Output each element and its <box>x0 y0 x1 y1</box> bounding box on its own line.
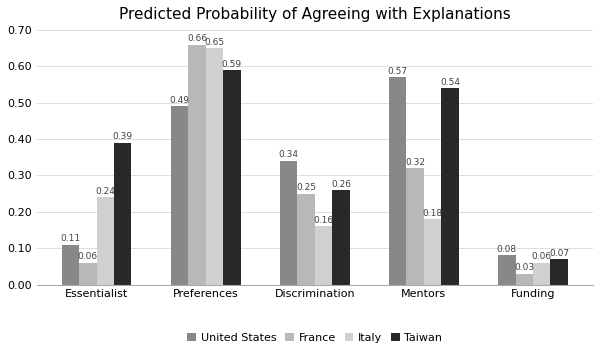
Text: 0.08: 0.08 <box>497 245 517 254</box>
Text: 0.24: 0.24 <box>95 187 115 196</box>
Bar <box>79 263 97 285</box>
Bar <box>62 245 79 285</box>
Bar <box>424 219 442 285</box>
Bar <box>533 263 550 285</box>
Bar <box>406 168 424 285</box>
Text: 0.66: 0.66 <box>187 34 207 43</box>
Bar <box>206 48 223 285</box>
Text: 0.11: 0.11 <box>61 234 80 243</box>
Text: 0.57: 0.57 <box>388 67 408 76</box>
Bar <box>332 190 350 285</box>
Text: 0.07: 0.07 <box>549 249 569 257</box>
Text: 0.54: 0.54 <box>440 78 460 87</box>
Bar <box>550 259 568 285</box>
Bar <box>114 143 131 285</box>
Bar <box>171 107 188 285</box>
Bar <box>515 274 533 285</box>
Bar <box>389 77 406 285</box>
Text: 0.16: 0.16 <box>313 216 334 225</box>
Text: 0.26: 0.26 <box>331 179 351 188</box>
Bar <box>97 197 114 285</box>
Title: Predicted Probability of Agreeing with Explanations: Predicted Probability of Agreeing with E… <box>119 7 511 22</box>
Text: 0.65: 0.65 <box>205 38 224 47</box>
Text: 0.25: 0.25 <box>296 183 316 192</box>
Bar <box>188 45 206 285</box>
Bar <box>280 161 298 285</box>
Bar <box>442 88 459 285</box>
Text: 0.32: 0.32 <box>405 158 425 167</box>
Text: 0.03: 0.03 <box>514 263 535 272</box>
Bar <box>498 255 515 285</box>
Bar <box>315 226 332 285</box>
Bar <box>298 194 315 285</box>
Text: 0.06: 0.06 <box>78 252 98 261</box>
Text: 0.18: 0.18 <box>422 209 443 218</box>
Text: 0.49: 0.49 <box>169 96 190 105</box>
Text: 0.06: 0.06 <box>532 252 552 261</box>
Text: 0.59: 0.59 <box>222 60 242 69</box>
Text: 0.39: 0.39 <box>113 132 133 141</box>
Bar <box>223 70 241 285</box>
Legend: United States, France, Italy, Taiwan: United States, France, Italy, Taiwan <box>183 328 447 347</box>
Text: 0.34: 0.34 <box>278 151 299 160</box>
